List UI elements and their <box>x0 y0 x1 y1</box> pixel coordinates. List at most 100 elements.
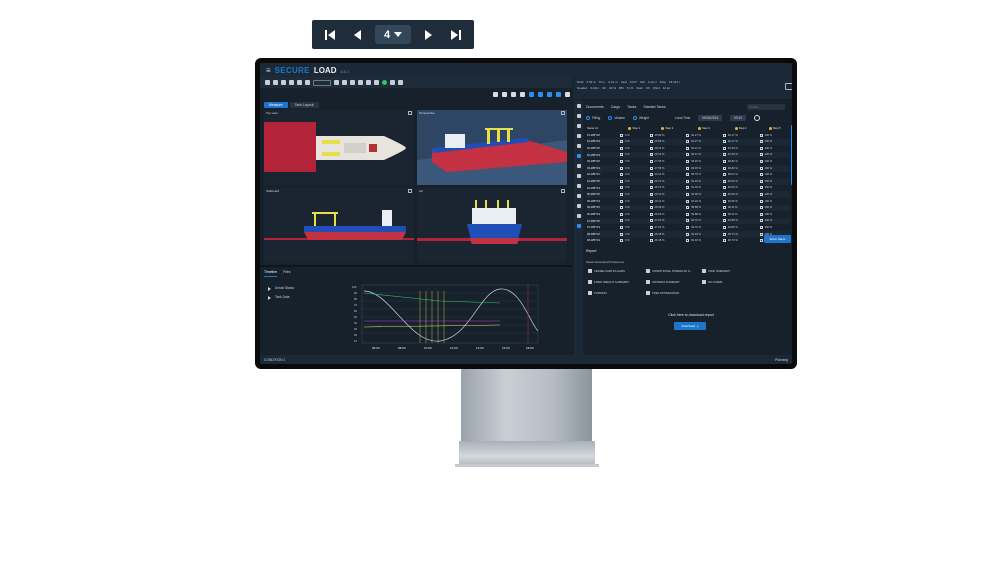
checkbox-icon[interactable] <box>686 193 690 197</box>
step-value-cell[interactable]: 26.72 % <box>648 178 686 185</box>
step-value-cell[interactable]: 92.17 % <box>721 138 759 146</box>
checkbox-icon[interactable] <box>649 226 653 229</box>
step-value-cell[interactable]: 93.50 % <box>721 178 759 185</box>
checkbox-icon[interactable] <box>686 160 690 164</box>
checkbox-icon[interactable] <box>759 193 763 197</box>
checkbox-icon[interactable] <box>686 212 690 216</box>
tab-measure[interactable]: Measure <box>264 101 288 108</box>
checkbox-icon[interactable] <box>620 186 624 190</box>
checkbox-icon[interactable] <box>722 232 726 236</box>
table-row[interactable]: 02-WBT1C 0 % 24.10 % 58.76 % 89.04 % 100 % <box>586 172 790 179</box>
gear-icon[interactable] <box>576 194 581 198</box>
time-button[interactable]: 09:10 <box>730 115 747 121</box>
monitor-icon[interactable] <box>785 83 792 90</box>
step-value-cell[interactable]: 29.14 % <box>648 191 686 198</box>
step-value-cell[interactable]: 0 % <box>619 230 649 238</box>
step-value-cell[interactable]: 90.11 % <box>722 211 759 218</box>
settings-icon[interactable] <box>350 80 355 85</box>
step-value-cell[interactable]: 0 % <box>619 211 649 218</box>
checkbox-icon[interactable] <box>649 153 653 157</box>
step-value-cell[interactable]: 59.88 % <box>685 211 722 218</box>
checkbox-icon[interactable] <box>759 140 763 144</box>
step-value-cell[interactable]: 27.55 % <box>649 158 686 165</box>
table-row[interactable]: 06-WBT1P 0 % 25.03 % 59.88 % 90.11 % 100 % <box>586 204 790 212</box>
checkbox-icon[interactable] <box>686 153 690 157</box>
step-value-cell[interactable]: 0 % <box>619 191 649 198</box>
checkbox-icon[interactable] <box>759 166 763 170</box>
step-value-cell[interactable]: 0 % <box>619 224 649 231</box>
step-value-cell[interactable]: 62.27 % <box>685 138 722 146</box>
checkbox-icon[interactable] <box>649 173 653 177</box>
col-header[interactable]: Name LC <box>587 127 599 130</box>
checkbox-icon[interactable] <box>620 153 624 157</box>
step-value-cell[interactable]: 25.03 % <box>648 204 686 212</box>
checkbox-icon[interactable] <box>649 166 653 170</box>
checkbox-icon[interactable] <box>686 140 690 144</box>
checkbox-icon[interactable] <box>759 239 763 243</box>
step-value-cell[interactable]: 100 % <box>759 145 791 152</box>
checkbox-icon[interactable] <box>620 239 624 243</box>
step-value-cell[interactable]: 90.11 % <box>721 204 759 212</box>
search-input[interactable]: Search... <box>747 104 785 110</box>
step-value-cell[interactable]: 25.03 % <box>649 211 686 218</box>
step-value-cell[interactable]: 91.39 % <box>722 145 759 152</box>
checkbox-icon[interactable] <box>686 219 690 223</box>
step-value-cell[interactable]: 27.91 % <box>649 224 686 231</box>
checkbox-icon[interactable] <box>686 232 690 236</box>
step-value-cell[interactable]: 89.04 % <box>722 172 759 179</box>
checkbox-icon[interactable] <box>649 239 653 243</box>
cross-icon[interactable] <box>511 91 516 97</box>
checkbox-icon[interactable] <box>620 140 624 144</box>
checkbox-icon[interactable] <box>649 219 653 223</box>
step-value-cell[interactable]: 0 % <box>619 138 649 146</box>
top-view-panel[interactable]: Top view <box>264 110 414 185</box>
checkbox-icon[interactable] <box>722 140 726 144</box>
step-value-cell[interactable]: 100 % <box>758 164 790 172</box>
checkbox-icon[interactable] <box>686 186 690 190</box>
checkbox-icon[interactable] <box>686 179 690 183</box>
step-value-cell[interactable]: 28.13 % <box>648 151 686 159</box>
table-row[interactable]: 02-WBT1P 0 % 28.13 % 60.11 % 91.39 % 100 % <box>586 145 790 152</box>
checkbox-icon[interactable] <box>722 173 726 177</box>
copy-icon[interactable] <box>281 80 286 85</box>
step-value-cell[interactable]: 26.72 % <box>649 185 686 192</box>
step-value-cell[interactable]: 62.70 % <box>685 217 722 225</box>
date-button[interactable]: 09/04/2024 <box>698 115 723 121</box>
step-value-cell[interactable]: 100 % <box>759 185 791 192</box>
tab-timeline[interactable]: Timeline <box>264 270 278 277</box>
print-view-icon[interactable] <box>493 91 498 97</box>
report-option[interactable]: CONDITIONAL STRENGTH S... <box>646 269 702 273</box>
checkbox-icon[interactable] <box>722 166 726 170</box>
checkbox-icon[interactable] <box>686 206 690 210</box>
report-option[interactable]: FIXED WEIGHT SUMMARY <box>588 280 646 284</box>
checkbox-icon[interactable] <box>759 212 763 216</box>
col-header[interactable]: Step 4 <box>722 125 759 132</box>
download-button[interactable]: Download ⤓ <box>674 322 706 330</box>
table-row[interactable]: 02-WBT1S 0 % 28.13 % 60.11 % 91.39 % 100 % <box>586 151 790 159</box>
step-value-cell[interactable]: 0 % <box>619 172 649 179</box>
step-value-cell[interactable]: 60.94 % <box>685 230 722 238</box>
solve-steps-button[interactable]: Solve Steps <box>764 235 791 243</box>
ship-side-icon[interactable] <box>547 91 552 97</box>
step-value-cell[interactable]: 29.14 % <box>649 198 686 205</box>
checkbox-icon[interactable] <box>722 212 726 216</box>
checkbox-icon[interactable] <box>722 146 726 150</box>
tab-tanks[interactable]: Tanks <box>627 105 637 109</box>
table-row[interactable]: 07-WBT1S 0 % 27.91 % 62.70 % 91.85 % 100 % <box>586 224 790 231</box>
step-value-cell[interactable]: 100 % <box>758 138 790 146</box>
checkbox-icon[interactable] <box>759 219 763 223</box>
step-value-cell[interactable]: 100 % <box>759 172 791 179</box>
checkbox-icon[interactable] <box>759 206 763 210</box>
anchor-icon[interactable] <box>390 80 395 85</box>
step-value-cell[interactable]: 0 % <box>619 145 649 152</box>
step-value-cell[interactable]: 61.33 % <box>685 185 722 192</box>
step-value-cell[interactable]: 62.70 % <box>685 224 722 231</box>
col-header[interactable]: Step 2 <box>649 125 686 132</box>
hamburger-menu-icon[interactable]: ≡ <box>266 65 271 75</box>
step-value-cell[interactable]: 100 % <box>759 132 791 139</box>
checkbox-icon[interactable] <box>686 239 690 243</box>
save-icon[interactable] <box>273 80 278 85</box>
step-value-cell[interactable]: 62.27 % <box>685 132 722 139</box>
checkbox-icon[interactable] <box>722 226 726 229</box>
